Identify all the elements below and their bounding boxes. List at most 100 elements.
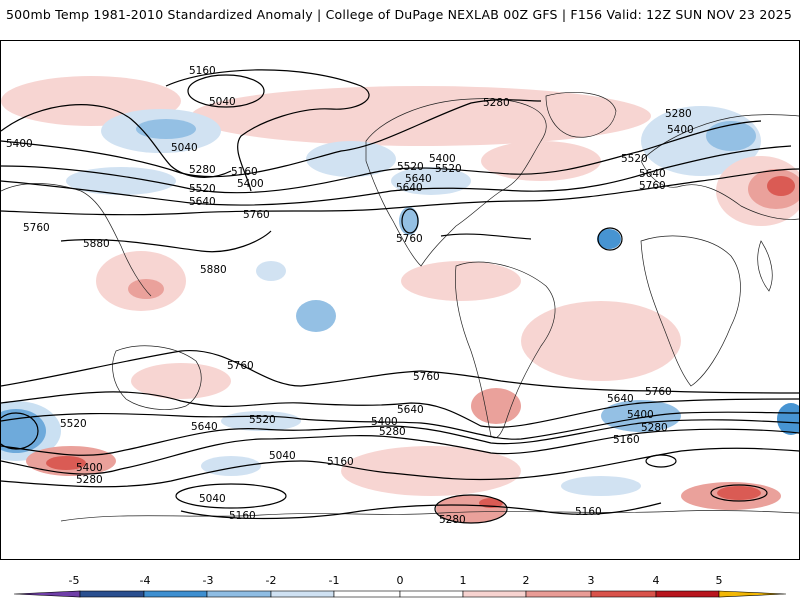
anomaly-shading	[1, 76, 799, 523]
contour-label: 5400	[667, 124, 694, 136]
colorbar-segment-p4	[655, 590, 720, 598]
colorbar-segment-p5	[718, 590, 787, 598]
anomaly-region	[128, 279, 164, 299]
contour-label: 5280	[379, 426, 406, 438]
contour-label: 5400	[627, 409, 654, 421]
contour-label: 5760	[413, 371, 440, 383]
contour-label: 5760	[23, 222, 50, 234]
colorbar-tick: 3	[588, 574, 595, 587]
colorbar-segment-p3	[590, 590, 657, 598]
colorbar-svg: -5 -4 -3 -2 -1 0 1 2 3 4 5	[13, 574, 787, 598]
contour-label: 5280	[641, 422, 668, 434]
contour-label: 5400	[6, 138, 33, 150]
colorbar-tick: -1	[329, 574, 340, 587]
contour-5520-south	[1, 411, 799, 440]
contour-5760-north	[1, 168, 799, 216]
anomaly-region	[256, 261, 286, 281]
contour-5640-south	[1, 391, 799, 428]
colorbar-ticks: -5 -4 -3 -2 -1 0 1 2 3 4 5	[69, 574, 723, 587]
contour-label: 5280	[439, 514, 466, 526]
contour-5400-north	[1, 99, 542, 178]
contour-label: 5760	[243, 209, 270, 221]
contour-5040-low-pacific	[187, 74, 265, 108]
antarctica-coast	[60, 510, 799, 522]
contour-label: 5040	[269, 450, 296, 462]
contour-5280-high-southeast	[710, 484, 768, 502]
contour-5280-north	[1, 104, 232, 178]
contour-label: 5640	[405, 173, 432, 185]
contour-5520-north	[1, 120, 762, 194]
anomaly-region	[717, 486, 761, 500]
contour-label: 5640	[189, 196, 216, 208]
contour-label: 5280	[665, 108, 692, 120]
contour-label: 5520	[621, 153, 648, 165]
contour-5280-high-south	[434, 494, 508, 524]
contour-label: 5640	[191, 421, 218, 433]
south-america-coast	[455, 261, 556, 439]
anomaly-region	[1, 409, 46, 453]
anomaly-region	[471, 388, 521, 424]
anomaly-region	[46, 456, 86, 470]
map-canvas: 5160 5040 5280 5400 5520 5640 5760 5880 …	[1, 65, 799, 526]
contour-label: 5040	[199, 493, 226, 505]
colorbar-segment-0a	[333, 590, 401, 598]
colorbar-tick: -5	[69, 574, 80, 587]
contour-label: 5520	[435, 163, 462, 175]
colorbar-tick: -3	[203, 574, 214, 587]
contour-label: 5880	[200, 264, 227, 276]
contour-label: 5760	[396, 233, 423, 245]
colorbar-segment-p2	[525, 590, 592, 598]
colorbar-segment-0b	[399, 590, 464, 598]
model-run-info: 00Z GFS | F156 Valid: 12Z SUN NOV 23 202…	[503, 7, 792, 22]
contour-label: 5760	[227, 360, 254, 372]
colorbar-tick: 1	[460, 574, 467, 587]
contour-5160-south-outer	[180, 502, 662, 520]
colorbar-segments	[13, 590, 787, 598]
contour-5160-low-southern	[1, 412, 39, 450]
contour-label: 5640	[607, 393, 634, 405]
anomaly-region	[481, 141, 601, 181]
anomaly-colorbar: -5 -4 -3 -2 -1 0 1 2 3 4 5	[0, 572, 800, 600]
contour-label: 5160	[189, 65, 216, 77]
contour-label: 5160	[613, 434, 640, 446]
contour-label: 5040	[171, 142, 198, 154]
anomaly-region	[201, 456, 261, 476]
europe-asia-coast	[640, 114, 799, 220]
map-header: 500mb Temp 1981-2010 Standardized Anomal…	[0, 0, 800, 40]
contour-5640-north	[1, 145, 792, 206]
contour-label: 5400	[76, 462, 103, 474]
anomaly-region	[191, 86, 651, 146]
contour-label: 5880	[83, 238, 110, 250]
colorbar-segment-m1	[270, 590, 335, 598]
contour-5160-north	[165, 69, 370, 192]
contour-labels: 5160 5040 5280 5400 5520 5640 5760 5880 …	[6, 65, 694, 526]
contour-label: 5520	[397, 161, 424, 173]
colorbar-segment-m4	[79, 590, 145, 598]
contour-label: 5400	[429, 153, 456, 165]
contour-label: 5520	[189, 183, 216, 195]
contour-label: 5520	[60, 418, 87, 430]
contour-label: 5280	[483, 97, 510, 109]
map-title: 500mb Temp 1981-2010 Standardized Anomal…	[6, 7, 500, 22]
colorbar-segment-p1	[462, 590, 527, 598]
anomaly-region	[597, 229, 621, 249]
contour-label: 5760	[639, 180, 666, 192]
contour-5760-low-atlantic	[597, 227, 623, 251]
colorbar-tick: 2	[523, 574, 530, 587]
colorbar-segment-m2	[206, 590, 272, 598]
contour-label: 5640	[639, 168, 666, 180]
contour-label: 5160	[231, 166, 258, 178]
contour-5760-low-mexico	[401, 208, 419, 234]
contour-label: 5280	[76, 474, 103, 486]
colorbar-tick: 4	[653, 574, 660, 587]
anomaly-region	[131, 363, 231, 399]
contour-label: 5400	[237, 178, 264, 190]
anomaly-region	[306, 141, 396, 177]
colorbar-tick: -4	[140, 574, 151, 587]
anomaly-region	[341, 446, 521, 496]
contour-5040-low-south	[175, 483, 287, 509]
contour-label: 5160	[229, 510, 256, 522]
contour-5880-atlantic	[440, 233, 532, 240]
colorbar-tick: 5	[716, 574, 723, 587]
anomaly-region	[401, 261, 521, 301]
